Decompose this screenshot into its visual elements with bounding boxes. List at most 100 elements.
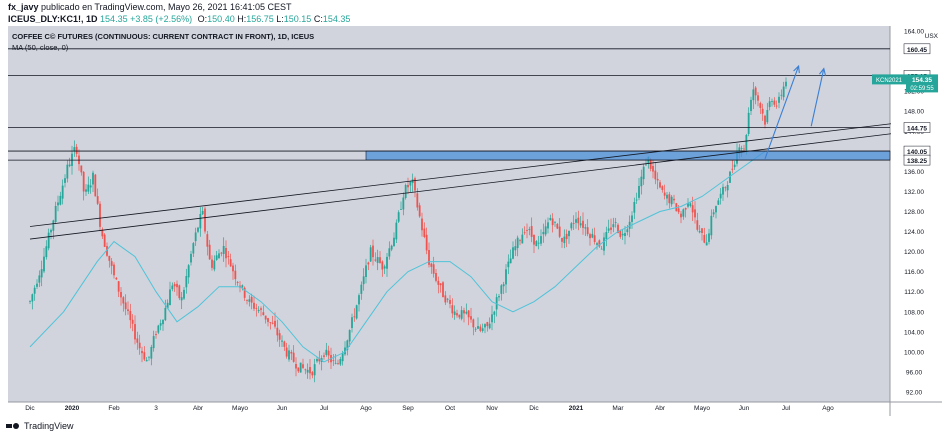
candle-body bbox=[290, 351, 293, 354]
candle-body bbox=[334, 362, 337, 364]
candle-body bbox=[509, 258, 512, 264]
candle-body bbox=[379, 257, 381, 263]
price-tick-label: 96.00 bbox=[906, 369, 923, 376]
candle-body bbox=[253, 302, 255, 309]
candle-body bbox=[339, 359, 342, 365]
author-name[interactable]: fx_javy bbox=[8, 2, 39, 12]
candle-body bbox=[418, 205, 421, 217]
candle-body bbox=[87, 184, 90, 192]
candle-body bbox=[145, 359, 148, 362]
candle-body bbox=[423, 228, 426, 237]
candle-body bbox=[551, 218, 554, 226]
candle-body bbox=[694, 209, 696, 218]
candle-body bbox=[148, 356, 150, 358]
symbol-label[interactable]: ICEUS_DLY:KC1!, 1D bbox=[8, 14, 98, 24]
candle-body bbox=[29, 301, 31, 302]
candle-body bbox=[45, 246, 48, 258]
plot-area[interactable] bbox=[8, 26, 890, 402]
candle-body bbox=[194, 232, 197, 242]
candle-body bbox=[269, 322, 272, 324]
candle-body bbox=[605, 231, 608, 240]
level-price-label: 140.05 bbox=[907, 149, 927, 156]
candle-body bbox=[227, 256, 230, 257]
candle-body bbox=[138, 342, 141, 349]
candle-body bbox=[47, 232, 50, 249]
candle-body bbox=[131, 319, 134, 324]
candle-body bbox=[656, 178, 659, 181]
candle-body bbox=[43, 256, 45, 272]
forecast-arrowhead bbox=[819, 67, 826, 76]
candle-body bbox=[197, 227, 199, 232]
candle-body bbox=[264, 315, 267, 320]
candle-body bbox=[341, 353, 344, 362]
candle-body bbox=[645, 164, 647, 166]
price-tick-label: 108.00 bbox=[904, 309, 924, 316]
time-tick-label: Ago bbox=[360, 405, 372, 412]
open-label: O: bbox=[197, 14, 208, 24]
candle-body bbox=[157, 325, 160, 333]
current-price-label: 154.35 bbox=[912, 77, 932, 84]
candle-body bbox=[572, 223, 575, 224]
level-price-tag bbox=[903, 43, 931, 55]
candle-body bbox=[365, 265, 367, 277]
candle-body bbox=[764, 115, 766, 125]
candle-body bbox=[250, 296, 253, 303]
candle-body bbox=[110, 261, 113, 266]
candle-body bbox=[66, 164, 69, 179]
candle-body bbox=[162, 319, 164, 325]
candle-body bbox=[773, 100, 776, 105]
candle-body bbox=[698, 231, 701, 233]
candle-body bbox=[346, 340, 349, 351]
candle-body bbox=[367, 262, 370, 265]
candle-body bbox=[120, 291, 122, 298]
candle-body bbox=[484, 324, 486, 328]
current-price-layer: KCN2021 154.35 02:59:55 bbox=[872, 74, 938, 93]
brand-name[interactable]: TradingView bbox=[24, 421, 74, 431]
candle-body bbox=[752, 89, 755, 101]
candle-body bbox=[521, 234, 524, 244]
candle-body bbox=[313, 364, 316, 376]
candle-body bbox=[180, 297, 183, 301]
candle-body bbox=[358, 295, 360, 305]
candle-body bbox=[701, 228, 703, 234]
price-tick-label: 100.00 bbox=[904, 349, 924, 356]
candle-body bbox=[719, 193, 722, 199]
candle-body bbox=[726, 185, 729, 191]
trend-line bbox=[29, 133, 892, 240]
candle-body bbox=[129, 310, 132, 321]
candle-body bbox=[712, 212, 715, 215]
candle-body bbox=[190, 253, 192, 263]
candle-body bbox=[512, 247, 514, 259]
candle-body bbox=[50, 229, 52, 233]
candle-body bbox=[771, 101, 773, 102]
candle-body bbox=[187, 265, 190, 278]
candle-body bbox=[775, 105, 778, 107]
candle-body bbox=[481, 328, 484, 331]
candle-body bbox=[738, 147, 741, 154]
candle-body bbox=[176, 283, 178, 288]
price-tick-label: 112.00 bbox=[904, 289, 924, 296]
time-tick-label: Dic bbox=[25, 405, 35, 412]
candle-body bbox=[400, 208, 402, 210]
candle-body bbox=[708, 233, 710, 242]
candle-body bbox=[309, 367, 311, 374]
candle-body bbox=[276, 327, 279, 336]
candle-body bbox=[304, 369, 307, 371]
candle-body bbox=[222, 245, 225, 254]
candle-body bbox=[705, 242, 708, 246]
time-tick-label: Oct bbox=[445, 405, 455, 412]
candle-body bbox=[456, 313, 458, 316]
candle-body bbox=[299, 362, 302, 373]
price-tick-label: 164.00 bbox=[904, 29, 924, 36]
candle-body bbox=[348, 330, 351, 342]
candle-body bbox=[691, 205, 694, 213]
time-axis-panel[interactable] bbox=[8, 402, 942, 416]
candle-body bbox=[584, 227, 587, 229]
candle-body bbox=[603, 237, 605, 251]
candle-body bbox=[297, 367, 300, 372]
candle-body bbox=[610, 227, 612, 230]
time-tick-label: Abr bbox=[193, 405, 204, 412]
candle-body bbox=[649, 159, 652, 169]
open-value: 150.40 bbox=[207, 14, 235, 24]
